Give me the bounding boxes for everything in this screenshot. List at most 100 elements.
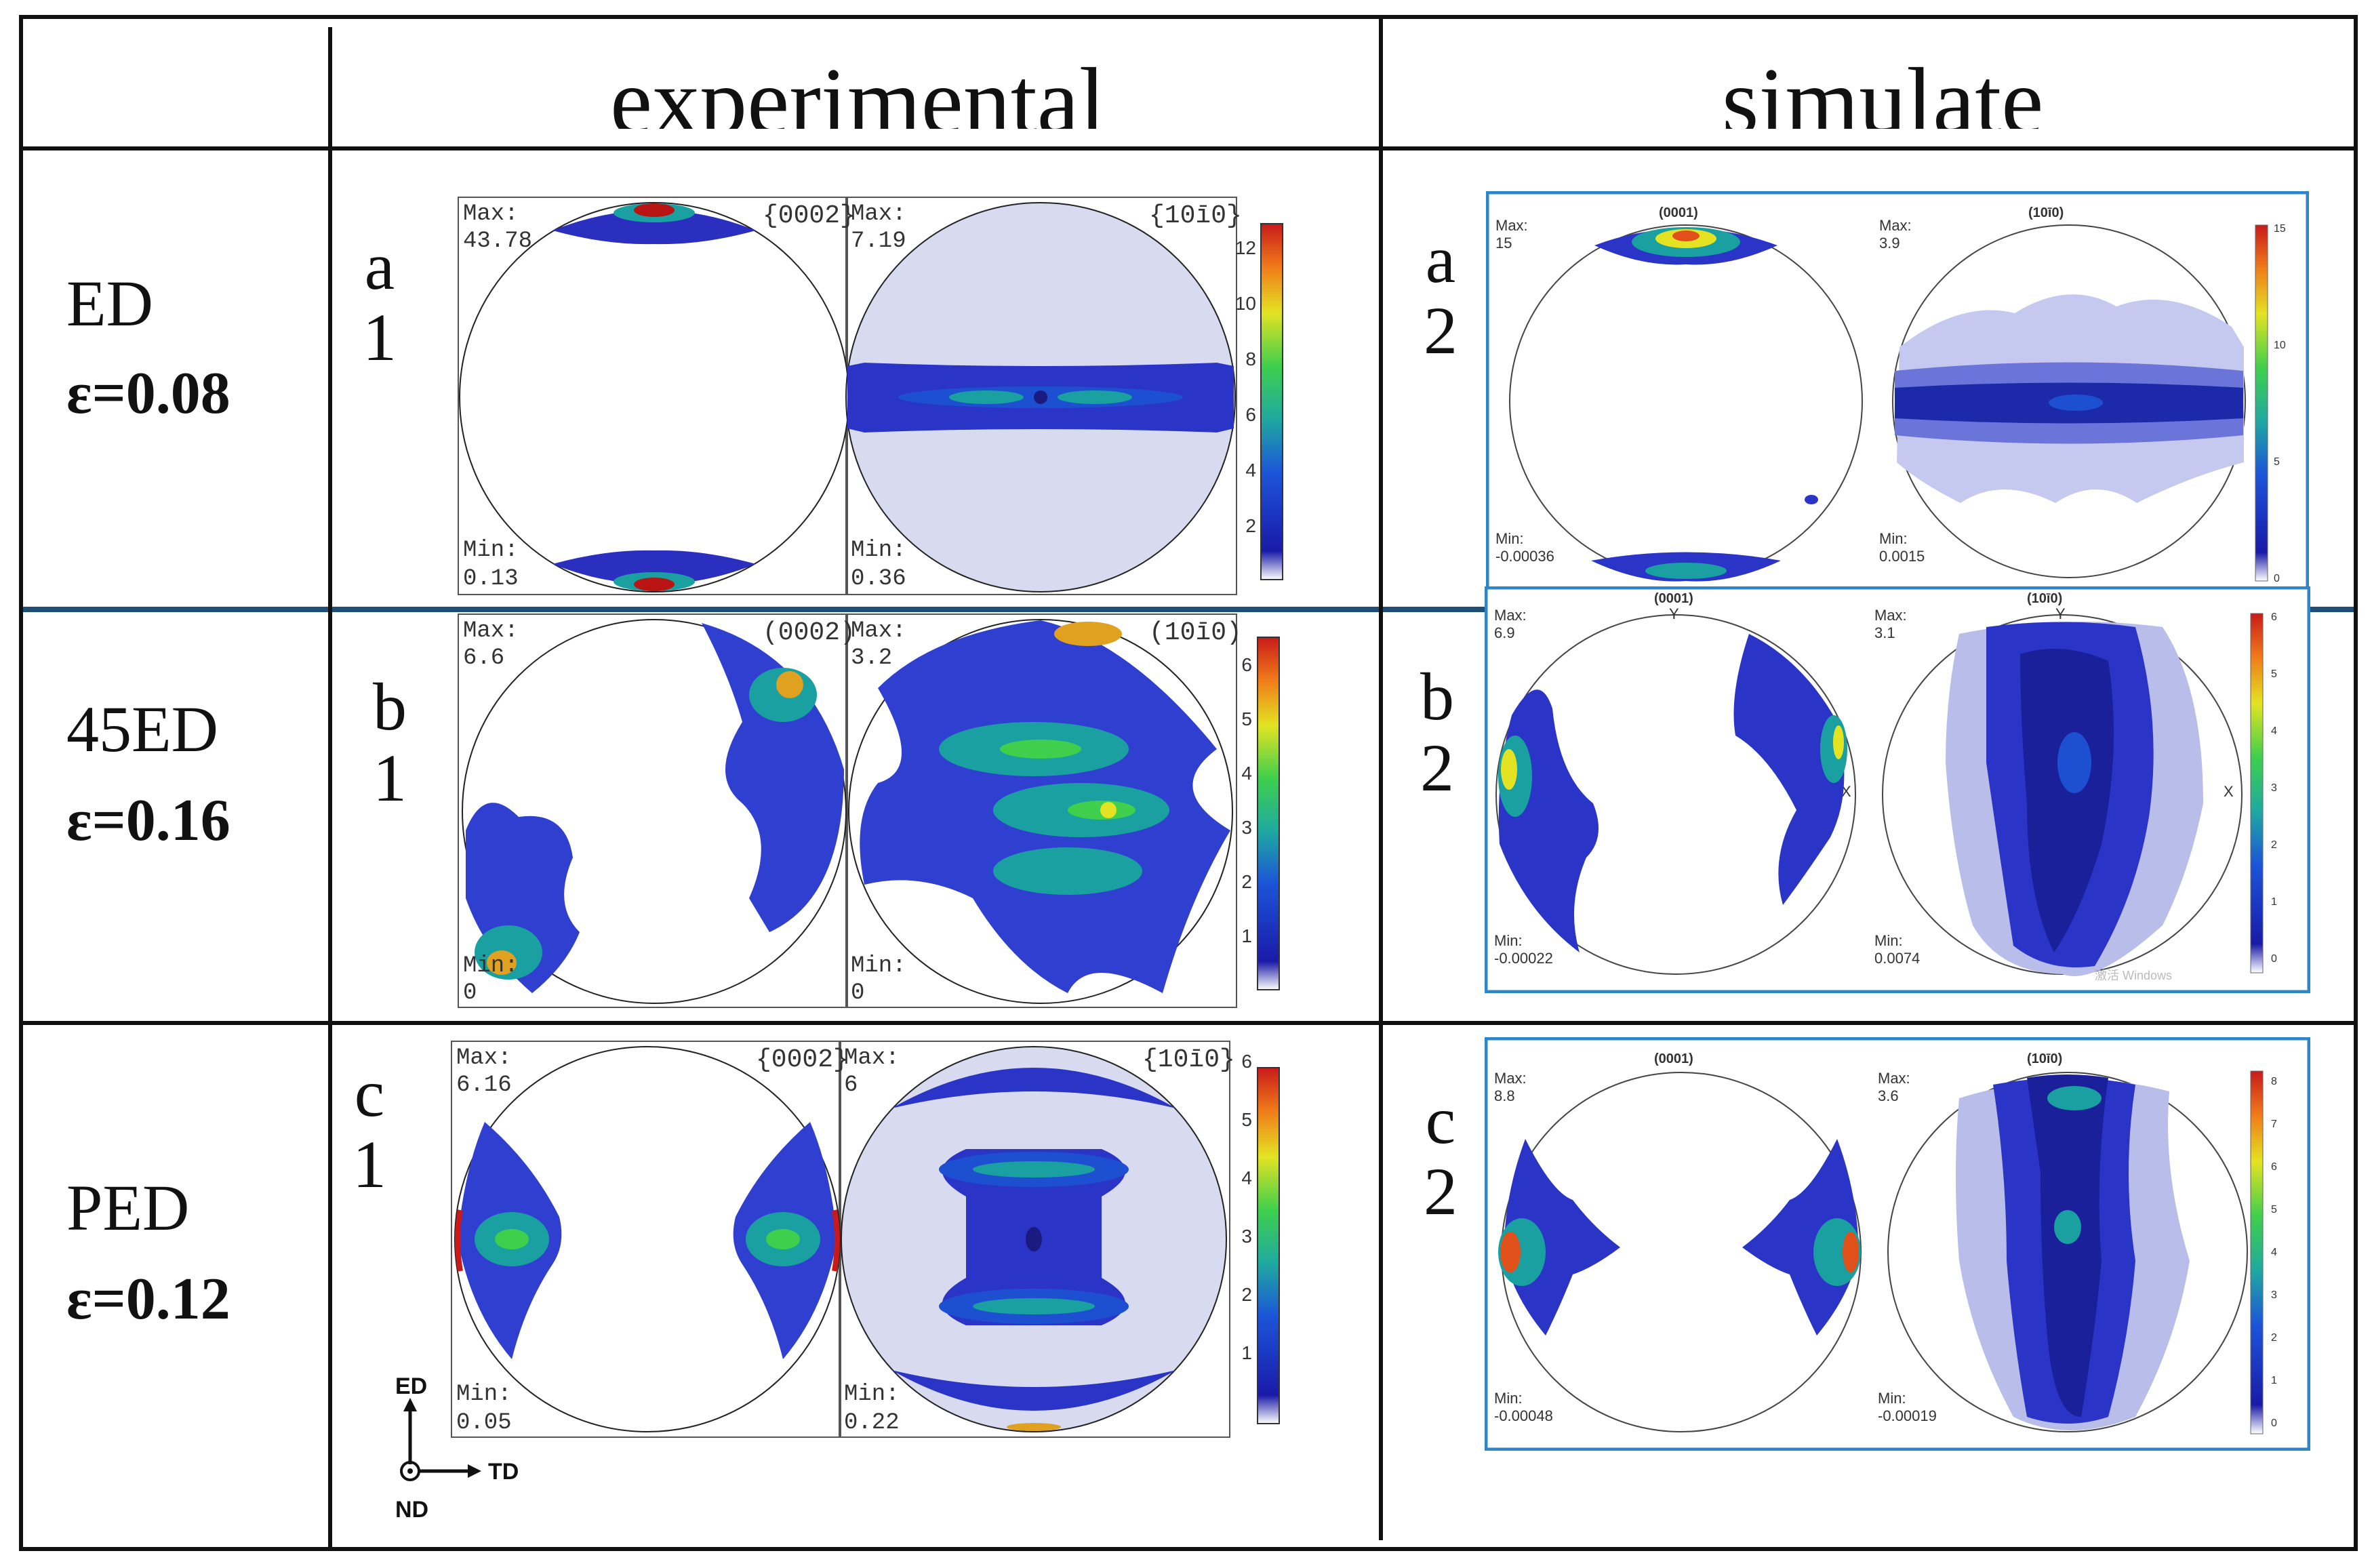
- b2-max-label-b: Max:: [1874, 607, 1907, 624]
- a1-plane-a: {0002}: [763, 201, 856, 230]
- axis-nd-label: ND: [395, 1497, 428, 1523]
- a2-max-value-a: 15: [1495, 235, 1512, 252]
- colorbar-tick-label: 6: [2271, 611, 2277, 623]
- colorbar-tick-label: 10: [1235, 293, 1256, 314]
- c2-plane-b: (10ī0): [2027, 1051, 2062, 1066]
- b2-plane-b: (10ī0): [2027, 591, 2062, 606]
- a1-min-label-b: Min:: [851, 538, 906, 563]
- arrow-up-icon: [403, 1398, 417, 1411]
- c1-max-label-a: Max:: [456, 1045, 512, 1071]
- exp-c1-figure: Max: 6.16 Min: 0.05 {0002} Max: 6 Min: 0…: [451, 1041, 1280, 1438]
- colorbar-tick-label: 0: [2274, 573, 2280, 584]
- colorbar-tick-label: 5: [2274, 456, 2280, 468]
- a1-0002-bottom-band: [552, 550, 756, 584]
- colorbar-tick-label: 3: [2271, 782, 2277, 794]
- a2-min-label-a: Min:: [1495, 530, 1524, 547]
- b2-axis-x-b: X: [2224, 783, 2234, 800]
- a1-plane-b: {10ī0}: [1149, 201, 1242, 230]
- row1-strain: ε=0.08: [66, 361, 230, 426]
- a2-plane-b: (10ī0): [2028, 205, 2064, 220]
- colorbar-tick-label: 4: [1245, 460, 1256, 481]
- sim-a2-figure: (0001) (10ī0) Max: 15 Min: -0.00036 Max:…: [1486, 191, 2309, 591]
- exp-b1-figure: Max: 6.6 Min: 0 (0002) Max: 3.2 Min: 0 (…: [458, 614, 1280, 1008]
- a2-max-label-b: Max:: [1879, 217, 1912, 234]
- a1-max-label-b: Max:: [851, 201, 906, 227]
- colorbar-tick-label: 1: [2271, 1375, 2277, 1386]
- c2-min-label-b: Min:: [1878, 1390, 1906, 1407]
- colorbar-tick-label: 4: [2271, 1247, 2277, 1258]
- table-right-border: [2354, 15, 2358, 1551]
- header-simulate: simulate: [1722, 49, 2044, 129]
- b2-axis-y-b: Y: [2055, 605, 2066, 622]
- c1-max-label-b: Max:: [844, 1045, 900, 1071]
- colorbar-tick-label: 5: [1241, 1109, 1252, 1130]
- colorbar-tick-label: 2: [1241, 1284, 1252, 1305]
- sample-axes-indicator: ED TD ND: [395, 1373, 519, 1523]
- c1-min-value-a: 0.05: [456, 1410, 512, 1436]
- b2-watermark: 激活 Windows: [2095, 969, 2172, 982]
- c1-max-value-a: 6.16: [456, 1072, 512, 1098]
- a1-min-value-b: 0.36: [851, 566, 906, 592]
- a1-0002-top-band: [552, 210, 756, 245]
- colorbar-tick-label: 4: [1241, 763, 1252, 784]
- b2-plane-a: (0001): [1654, 591, 1693, 606]
- a1-max-label-a: Max:: [463, 201, 519, 227]
- arrow-right-icon: [468, 1464, 481, 1478]
- axis-td-label: TD: [488, 1459, 519, 1485]
- colorbar-tick-label: 2: [1241, 871, 1252, 892]
- colorbar-tick-label: 7: [2271, 1119, 2277, 1130]
- b1-colorbar-ticks: 6 5 4 3 2 1: [1241, 654, 1252, 946]
- b2-max-value-a: 6.9: [1494, 624, 1515, 641]
- colorbar-tick-label: 6: [2271, 1161, 2277, 1173]
- c2-colorbar-ticks: 8 7 6 5 4 3 2 1 0: [2271, 1076, 2277, 1429]
- b1-plane-b: (10ī0): [1149, 618, 1242, 647]
- c2-max-value-b: 3.6: [1878, 1087, 1899, 1104]
- b2-axis-y-a: Y: [1669, 605, 1679, 622]
- a2-colorbar-ticks: 15 10 5 0: [2274, 223, 2286, 584]
- b2-0001-right-lobe: [1733, 634, 1845, 905]
- a1-max-value-b: 7.19: [851, 228, 906, 254]
- c1-max-value-b: 6: [844, 1072, 858, 1098]
- c2-min-value-b: -0.00019: [1878, 1407, 1937, 1424]
- colorbar-tick-label: 1: [2271, 896, 2277, 908]
- c1-plane-a: {0002}: [756, 1045, 849, 1074]
- exp-a1-figure: Max: 43.78 Min: 0.13 {0002} Max: 7.19 Mi…: [458, 197, 1283, 595]
- colorbar-tick-label: 8: [1245, 348, 1256, 369]
- a1-min-value-a: 0.13: [463, 566, 519, 592]
- header-experimental: experimental: [610, 49, 1106, 129]
- b1-min-label-a: Min:: [463, 953, 519, 979]
- row3-strain: ε=0.12: [66, 1266, 230, 1332]
- c2-max-value-a: 8.8: [1494, 1087, 1515, 1104]
- col2-divider: [1379, 15, 1383, 1540]
- b2-min-value-b: 0.0074: [1874, 950, 1920, 967]
- colorbar-tick-label: 2: [2271, 839, 2277, 851]
- header-bottom-border: [19, 146, 2358, 150]
- c2-0001-left-lobe: [1504, 1139, 1620, 1335]
- b2-max-value-b: 3.1: [1874, 624, 1895, 641]
- colorbar-tick-label: 2: [2271, 1332, 2277, 1344]
- colorbar-tick-label: 1: [1241, 925, 1252, 946]
- a2-max-label-a: Max:: [1495, 217, 1528, 234]
- b2-1010-inner-band: [2020, 649, 2114, 952]
- axis-ed-label: ED: [395, 1373, 427, 1399]
- table-top-border: [19, 15, 2358, 19]
- b1-max-label-a: Max:: [463, 618, 519, 644]
- sim-b2-figure: (0001) (10ī0) Y X Y X Max: 6.9 Min: -0.0…: [1485, 586, 2310, 993]
- b1-min-value-b: 0: [851, 980, 864, 1006]
- row3-condition: PED: [66, 1171, 190, 1244]
- colorbar-tick-label: 0: [2271, 1418, 2277, 1429]
- colorbar-tick-label: 2: [1245, 515, 1256, 536]
- b2-min-value-a: -0.00022: [1494, 950, 1553, 967]
- b1-max-value-b: 3.2: [851, 645, 892, 671]
- b2-axis-x-a: X: [1841, 783, 1851, 800]
- colorbar-tick-label: 3: [1241, 817, 1252, 838]
- colorbar-tick-label: 15: [2274, 223, 2286, 235]
- sim-c2-figure: (0001) (10ī0) Max: 8.8 Min: -0.00048 Max…: [1485, 1037, 2310, 1451]
- colorbar-tick-label: 6: [1241, 654, 1252, 675]
- a1-max-value-a: 43.78: [463, 228, 532, 254]
